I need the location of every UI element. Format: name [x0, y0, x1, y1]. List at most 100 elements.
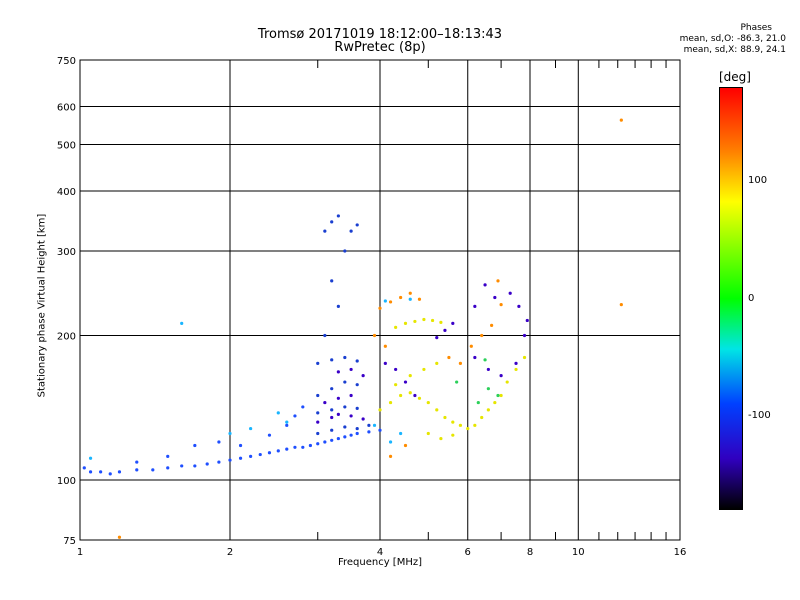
data-point: [388, 400, 393, 405]
data-point: [367, 430, 371, 434]
data-point: [349, 229, 353, 233]
data-point: [372, 333, 377, 338]
data-point: [330, 358, 334, 362]
data-point: [476, 400, 480, 405]
data-point: [323, 400, 327, 405]
data-point: [355, 431, 359, 436]
data-point: [117, 535, 122, 539]
chart-subtitle: RwPretec (8p): [334, 40, 426, 55]
data-point: [349, 393, 353, 398]
data-point: [486, 387, 490, 391]
data-point: [330, 408, 334, 412]
data-point: [443, 415, 447, 420]
data-point: [522, 333, 527, 338]
data-point: [117, 470, 122, 474]
y-tick-label: 75: [63, 536, 76, 547]
colorbar-unit-label: [deg]: [719, 70, 751, 84]
data-point: [496, 279, 500, 283]
data-point: [343, 380, 347, 384]
data-point: [378, 428, 382, 432]
data-point: [330, 428, 334, 432]
data-point: [408, 374, 412, 378]
data-point: [426, 400, 430, 405]
data-point: [458, 361, 463, 365]
data-point: [422, 317, 426, 322]
data-point: [323, 440, 327, 444]
data-point: [417, 396, 422, 400]
data-point: [361, 374, 365, 378]
data-point: [394, 367, 398, 372]
data-point: [499, 374, 503, 378]
data-point: [193, 443, 197, 448]
x-tick-label: 8: [527, 547, 533, 558]
data-point: [285, 420, 289, 424]
data-point: [517, 304, 521, 309]
data-point: [336, 370, 340, 374]
data-point: [355, 383, 359, 387]
data-point: [422, 367, 426, 372]
stats-o-mode: mean, sd,O: -86.3, 21.0: [679, 34, 786, 44]
data-point: [619, 302, 623, 307]
data-point: [447, 355, 451, 360]
x-tick-label: 16: [674, 547, 687, 558]
data-point: [180, 464, 184, 468]
data-point: [88, 456, 93, 460]
data-point: [135, 468, 139, 472]
data-point: [151, 468, 155, 472]
data-point: [455, 380, 459, 384]
data-point: [466, 426, 470, 431]
data-point: [378, 408, 382, 412]
data-point: [439, 436, 443, 441]
data-point: [490, 323, 494, 327]
data-point: [82, 466, 86, 470]
y-axis-label: Stationary phase Virtual Height [km]: [36, 213, 48, 398]
data-point: [394, 325, 398, 329]
data-point: [383, 344, 387, 348]
x-tick-label: 1: [77, 547, 83, 558]
y-tick-label: 100: [57, 476, 76, 487]
data-point: [316, 361, 320, 365]
data-point: [217, 460, 221, 464]
x-tick-label: 4: [377, 547, 383, 558]
data-point: [301, 445, 305, 449]
data-point: [458, 423, 463, 427]
data-point: [228, 458, 232, 462]
colorbar-tick-label: 100: [748, 175, 768, 186]
data-point: [249, 454, 253, 459]
data-point: [308, 443, 313, 448]
data-point: [228, 431, 232, 436]
x-axis-label: Frequency [MHz]: [337, 557, 423, 568]
y-tick-label: 750: [57, 56, 76, 67]
colorbar-tick-label: -100: [748, 410, 771, 421]
data-point: [514, 361, 518, 365]
data-point: [408, 291, 412, 295]
data-point: [619, 118, 623, 122]
data-point: [493, 295, 497, 300]
data-point: [88, 470, 93, 474]
data-point: [238, 456, 243, 460]
data-point: [276, 411, 280, 415]
y-tick-label: 500: [57, 141, 76, 152]
data-point: [399, 393, 403, 398]
data-point: [323, 333, 327, 338]
data-point: [399, 295, 403, 300]
data-point: [336, 214, 340, 218]
data-point: [361, 417, 365, 421]
data-point: [99, 470, 103, 474]
data-point: [399, 431, 403, 436]
data-point: [525, 318, 529, 323]
data-point: [480, 333, 484, 338]
data-point: [323, 229, 327, 233]
data-point: [417, 297, 422, 301]
data-point: [522, 355, 527, 360]
data-point: [451, 433, 455, 437]
y-tick-label: 300: [57, 247, 76, 258]
y-tick-label: 600: [57, 103, 76, 114]
data-point: [316, 420, 320, 424]
data-point: [205, 462, 209, 466]
data-point: [343, 435, 347, 439]
data-point: [388, 440, 393, 444]
data-point: [276, 449, 280, 453]
data-point: [383, 361, 387, 365]
data-point: [426, 431, 430, 436]
